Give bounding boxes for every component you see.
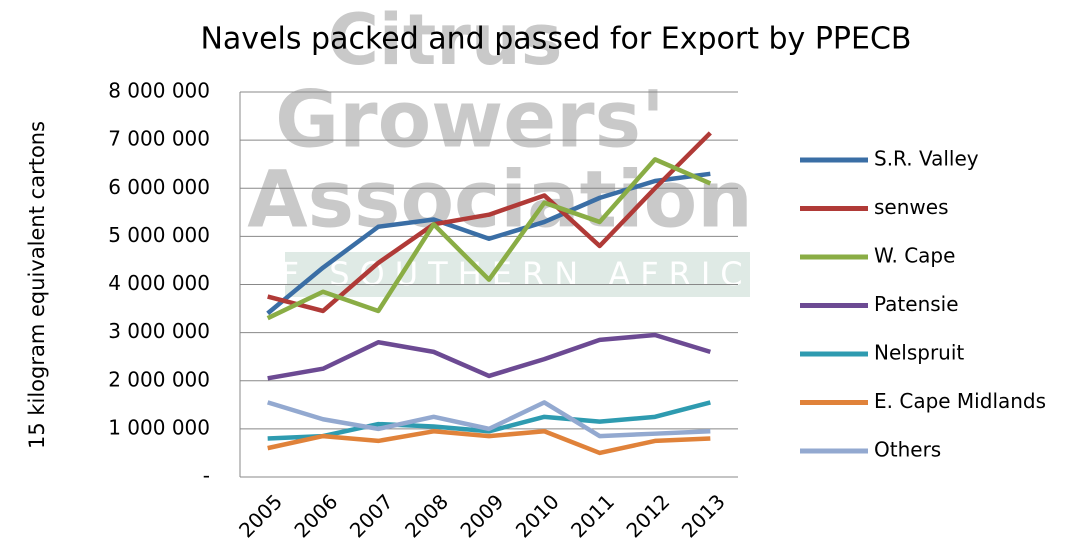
y-tick-label: 2 000 000 — [108, 367, 210, 391]
y-tick-label: 8 000 000 — [108, 79, 210, 103]
legend-label: S.R. Valley — [874, 147, 979, 171]
x-tick-label: 2012 — [621, 489, 674, 542]
y-tick-label: 1 000 000 — [108, 415, 210, 439]
legend-label: Nelspruit — [874, 341, 964, 365]
y-tick-label: 4 000 000 — [108, 271, 210, 295]
legend-label: W. Cape — [874, 244, 955, 268]
y-axis-label: 15 kilogram equivalent cartons — [25, 121, 49, 449]
y-tick-label: 7 000 000 — [108, 127, 210, 151]
series-line — [266, 157, 712, 321]
y-tick-label: 5 000 000 — [108, 223, 210, 247]
x-tick-label: 2009 — [455, 489, 508, 542]
x-tick-label: 2006 — [289, 489, 342, 542]
x-tick-label: 2007 — [345, 489, 398, 542]
legend-label: Others — [874, 438, 941, 462]
series-line — [267, 400, 711, 441]
chart-title: Navels packed and passed for Export by P… — [200, 22, 911, 57]
watermark: Citrus — [328, 0, 563, 81]
y-tick-label: - — [203, 464, 210, 488]
series-line — [267, 429, 711, 456]
x-tick-label: 2010 — [511, 489, 564, 542]
y-tick-label: 3 000 000 — [108, 319, 210, 343]
series-line — [267, 131, 712, 314]
x-tick-label: 2008 — [400, 489, 453, 542]
watermark: OF SOUTHERN AFRICA — [245, 255, 784, 293]
y-tick-label: 6 000 000 — [108, 175, 210, 199]
x-tick-label: 2005 — [234, 489, 287, 542]
legend-label: senwes — [874, 195, 948, 219]
watermark: Association — [247, 155, 753, 245]
x-tick-label: 2011 — [566, 489, 619, 542]
legend-label: Patensie — [874, 292, 959, 316]
series-line — [267, 400, 711, 439]
series-line — [266, 171, 711, 316]
legend-label: E. Cape Midlands — [874, 389, 1046, 413]
series-line — [267, 332, 711, 381]
x-tick-label: 2013 — [677, 489, 730, 542]
watermark: Growers' — [275, 75, 665, 165]
